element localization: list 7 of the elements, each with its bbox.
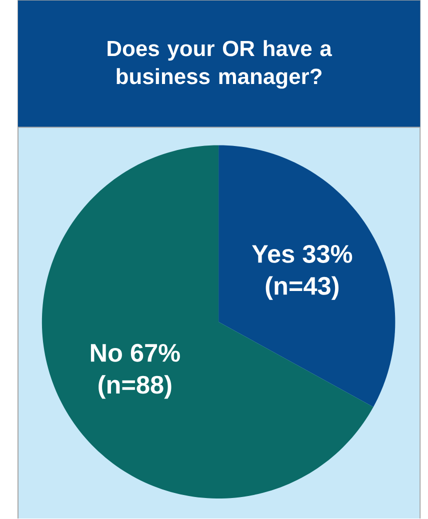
text: (n=43): [266, 276, 338, 300]
chart-title: Does your OR have a business manager?: [108, 40, 332, 89]
slice-label: Yes: [252, 245, 294, 263]
slice-label: No: [90, 344, 122, 362]
data-label: 67%: [130, 344, 180, 362]
data-label: 33%: [302, 244, 352, 263]
text: (n=88): [98, 375, 172, 399]
